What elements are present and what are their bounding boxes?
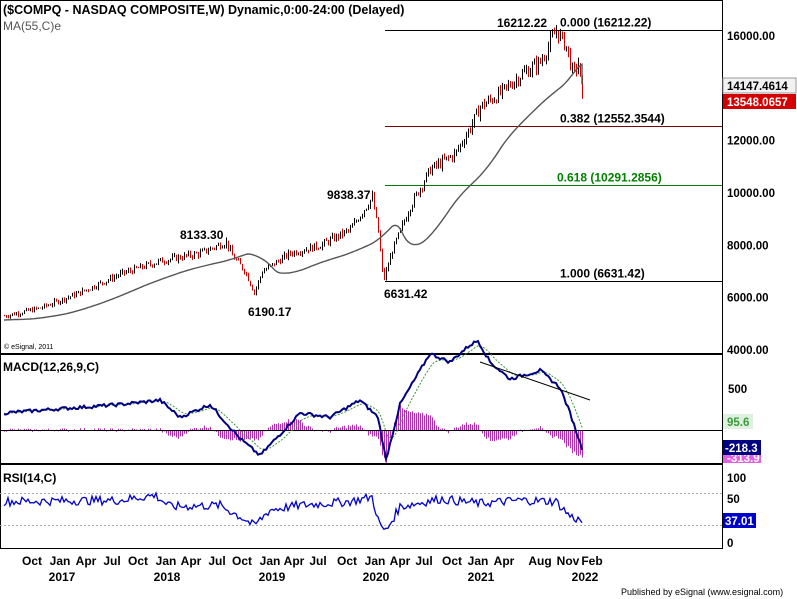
close-value-box <box>723 94 796 109</box>
x-tick-label: Oct <box>442 554 462 568</box>
x-tick-label: Jan <box>468 554 489 568</box>
x-tick-label: Apr <box>390 554 411 568</box>
x-tick-label: Jan <box>365 554 386 568</box>
x-year-label: 2021 <box>468 570 495 584</box>
signal-value-label: 95.6 <box>727 417 749 429</box>
macd-trendline <box>479 361 591 401</box>
annotation-6631: 6631.42 <box>384 287 428 301</box>
x-tick-label: Apr <box>284 554 305 568</box>
x-tick-label: Oct <box>337 554 357 568</box>
footer-credit: Published by eSignal (www.esignal.com) <box>621 587 783 597</box>
macd-value-box <box>723 440 761 455</box>
x-tick-label: Jul <box>415 554 432 568</box>
chart-title: ($COMPQ - NASDAQ COMPOSITE,W) Dynamic,0:… <box>3 3 404 17</box>
price-y-tick: 16000.00 <box>727 31 775 43</box>
price-y-tick: 4000.00 <box>727 345 769 357</box>
rsi-value-box <box>723 513 756 528</box>
x-tick-label: Aug <box>528 554 551 568</box>
x-tick-label: Apr <box>494 554 515 568</box>
x-tick-label: Jul <box>309 554 326 568</box>
x-year-label: 2020 <box>363 570 390 584</box>
x-tick-label: Oct <box>22 554 42 568</box>
x-tick-label: Apr <box>76 554 97 568</box>
copyright-label: © eSignal, 2011 <box>4 343 54 351</box>
annotation-9838: 9838.37 <box>327 188 371 202</box>
ma-value-box <box>722 77 797 94</box>
price-y-tick: 12000.00 <box>727 136 775 148</box>
x-year-label: 2022 <box>572 570 599 584</box>
x-axis: Oct Jan Apr Jul Oct Jan Apr Jul Oct Jan Apr Jul Oct J… <box>22 554 603 584</box>
rsi-tick-50: 50 <box>727 494 740 506</box>
macd-tick-500: 500 <box>728 384 747 396</box>
macd-line <box>3 339 583 463</box>
fib-label: 1.000 (6631.42) <box>560 267 645 281</box>
fibonacci-levels: 0.000 (16212.22) 0.382 (12552.3544) 0.618 … <box>385 16 722 282</box>
close-value-label: 13548.0657 <box>727 97 788 109</box>
rsi-tick-100: 100 <box>727 473 746 485</box>
rsi-value-label: 37.01 <box>725 516 754 528</box>
x-tick-label: Nov <box>557 554 580 568</box>
annotation-6190: 6190.17 <box>248 305 292 319</box>
x-tick-label: Apr <box>181 554 202 568</box>
x-year-label: 2019 <box>259 570 286 584</box>
x-tick-label: Jul <box>208 554 225 568</box>
x-tick-label: Jan <box>50 554 71 568</box>
x-tick-label: Feb <box>581 554 602 568</box>
rsi-panel <box>0 464 723 549</box>
x-tick-label: Jul <box>103 554 120 568</box>
signal-value-box <box>723 414 753 429</box>
ma-line <box>3 63 583 321</box>
price-y-tick: 6000.00 <box>727 293 769 305</box>
price-panel <box>0 0 723 354</box>
x-year-label: 2017 <box>49 570 76 584</box>
rsi-tick-0: 0 <box>727 538 733 550</box>
x-tick-label: Jan <box>156 554 177 568</box>
price-bars <box>4 25 583 319</box>
fib-label: 0.382 (12552.3544) <box>560 112 665 126</box>
macd-panel <box>0 354 723 464</box>
price-y-tick: 10000.00 <box>727 188 775 200</box>
ma-label: MA(55,C)e <box>3 19 61 33</box>
fib-label: 0.000 (16212.22) <box>560 16 651 30</box>
x-tick-label: Oct <box>232 554 252 568</box>
x-tick-label: Oct <box>128 554 148 568</box>
macd-value-label: -218.3 <box>725 443 758 455</box>
rsi-line <box>3 491 583 531</box>
ma-value-label: 14147.4614 <box>727 81 788 93</box>
hist-value-label: -313.9 <box>727 453 760 465</box>
x-year-label: 2018 <box>154 570 181 584</box>
fib-label: 0.618 (10291.2856) <box>557 171 662 185</box>
price-y-axis: 16000.0014000.0012000.0010000.008000.006… <box>727 31 775 357</box>
macd-title: MACD(12,26,9,C) <box>3 360 99 374</box>
rsi-title: RSI(14,C) <box>3 471 56 485</box>
price-y-tick: 8000.00 <box>727 240 769 252</box>
annotation-16212: 16212.22 <box>497 16 547 30</box>
annotation-8133: 8133.30 <box>180 228 224 242</box>
x-tick-label: Jan <box>260 554 281 568</box>
